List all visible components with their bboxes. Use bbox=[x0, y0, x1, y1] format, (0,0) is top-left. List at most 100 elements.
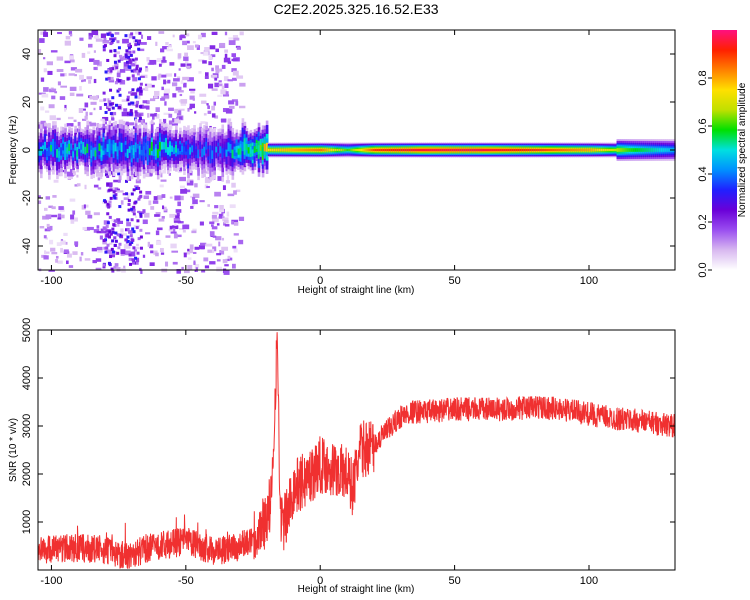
heatmap-cell bbox=[231, 58, 238, 62]
heatmap-cell bbox=[161, 59, 167, 63]
heatmap-cell bbox=[128, 146, 132, 153]
heatmap-cell bbox=[166, 46, 169, 51]
heatmap-cell bbox=[322, 148, 325, 152]
heatmap-cell bbox=[650, 148, 654, 152]
colorbar: 0.0 0.2 0.4 0.6 0.8 Normalized spectral ampl… bbox=[697, 30, 748, 278]
heatmap-cell bbox=[200, 242, 207, 246]
heatmap-cell bbox=[117, 59, 121, 63]
heatmap-cell bbox=[224, 49, 229, 53]
heatmap-cell bbox=[109, 242, 113, 245]
heatmap-cell bbox=[82, 118, 87, 121]
heatmap-cell bbox=[100, 33, 106, 39]
heatmap-cell bbox=[179, 176, 187, 182]
heatmap-cell bbox=[119, 57, 124, 61]
heatmap-cell bbox=[600, 148, 604, 152]
heatmap-cell bbox=[93, 50, 96, 53]
heatmap-cell bbox=[580, 148, 583, 152]
heatmap-cell bbox=[199, 141, 202, 150]
heatmap-cell bbox=[170, 231, 177, 234]
heatmap-cell bbox=[160, 141, 164, 150]
heatmap-cell bbox=[111, 96, 115, 100]
heatmap-cell bbox=[116, 78, 120, 82]
heatmap-cell bbox=[238, 105, 246, 109]
heatmap-cell bbox=[447, 148, 450, 152]
heatmap-cell bbox=[342, 148, 346, 152]
heatmap-cell bbox=[507, 148, 511, 152]
heatmap-cell bbox=[147, 241, 150, 247]
heatmap-cell bbox=[130, 149, 134, 159]
heatmap-cell bbox=[491, 148, 495, 152]
heatmap-cell bbox=[114, 142, 118, 152]
heatmap-cell bbox=[186, 180, 194, 186]
heatmap-cell bbox=[208, 55, 213, 60]
heatmap-cell bbox=[217, 94, 222, 97]
heatmap-cell bbox=[180, 80, 184, 85]
heatmap-cell bbox=[190, 205, 194, 209]
heatmap-cell bbox=[570, 148, 573, 152]
heatmap-cell bbox=[545, 148, 549, 152]
heatmap-cell bbox=[541, 148, 545, 152]
heatmap-cell bbox=[584, 148, 587, 152]
heatmap-cell bbox=[121, 111, 129, 117]
heatmap-cell bbox=[289, 148, 293, 152]
heatmap-cell bbox=[200, 121, 206, 124]
heatmap-cell bbox=[109, 112, 113, 116]
heatmap-cell bbox=[501, 148, 505, 152]
heatmap-cell bbox=[189, 103, 195, 109]
heatmap-cell bbox=[225, 180, 230, 184]
heatmap-cell bbox=[168, 45, 172, 48]
heatmap-cell bbox=[217, 176, 222, 181]
heatmap-cell bbox=[192, 193, 200, 199]
heatmap-cell bbox=[531, 148, 535, 152]
heatmap-cell bbox=[93, 95, 98, 101]
heatmap-cell bbox=[427, 148, 430, 152]
heatmap-cell bbox=[70, 219, 75, 224]
heatmap-cell bbox=[109, 232, 113, 236]
heatmap-cell bbox=[648, 148, 652, 152]
heatmap-cell bbox=[227, 142, 231, 152]
heatmap-cell bbox=[178, 116, 183, 120]
heatmap-cell bbox=[95, 171, 103, 177]
heatmap-cell bbox=[152, 200, 159, 204]
heatmap-cell bbox=[388, 148, 392, 152]
heatmap-cell bbox=[120, 228, 124, 233]
heatmap-cell bbox=[84, 146, 87, 155]
heatmap-cell bbox=[138, 113, 142, 117]
heatmap-cell bbox=[180, 99, 188, 104]
heatmap-cell bbox=[149, 262, 155, 266]
heatmap-cell bbox=[95, 267, 102, 271]
heatmap-cell bbox=[69, 168, 74, 173]
heatmap-cell bbox=[132, 261, 136, 265]
heatmap-cell bbox=[134, 95, 138, 99]
heatmap-cell bbox=[76, 150, 79, 157]
heatmap-cell bbox=[91, 30, 99, 36]
heatmap-cell bbox=[81, 52, 86, 58]
heatmap-cell bbox=[122, 38, 129, 44]
heatmap-cell bbox=[138, 145, 142, 155]
heatmap-cell bbox=[44, 141, 47, 150]
heatmap-cell bbox=[471, 148, 475, 152]
heatmap-cell bbox=[576, 148, 579, 152]
heatmap-cell bbox=[132, 70, 139, 74]
heatmap-cell bbox=[160, 97, 166, 101]
heatmap-cell bbox=[136, 88, 140, 92]
heatmap-cell bbox=[155, 41, 158, 46]
heatmap-cell bbox=[127, 199, 131, 203]
heatmap-cell bbox=[159, 184, 164, 188]
heatmap-cell bbox=[40, 77, 45, 82]
heatmap-cell bbox=[102, 240, 107, 245]
heatmap-cell bbox=[568, 148, 571, 152]
heatmap-cell bbox=[164, 101, 167, 106]
heatmap-cell bbox=[125, 49, 129, 53]
heatmap-cell bbox=[487, 148, 491, 152]
heatmap-cell bbox=[50, 247, 56, 252]
heatmap-cell bbox=[137, 197, 141, 201]
heatmap-cell bbox=[129, 109, 133, 113]
heatmap-cell bbox=[148, 172, 153, 176]
heatmap-cell bbox=[233, 149, 237, 157]
heatmap-cell bbox=[189, 170, 193, 176]
heatmap-cell bbox=[368, 148, 372, 152]
heatmap-cell bbox=[93, 78, 97, 84]
heatmap-cell bbox=[137, 210, 141, 213]
heatmap-cell bbox=[44, 123, 51, 128]
